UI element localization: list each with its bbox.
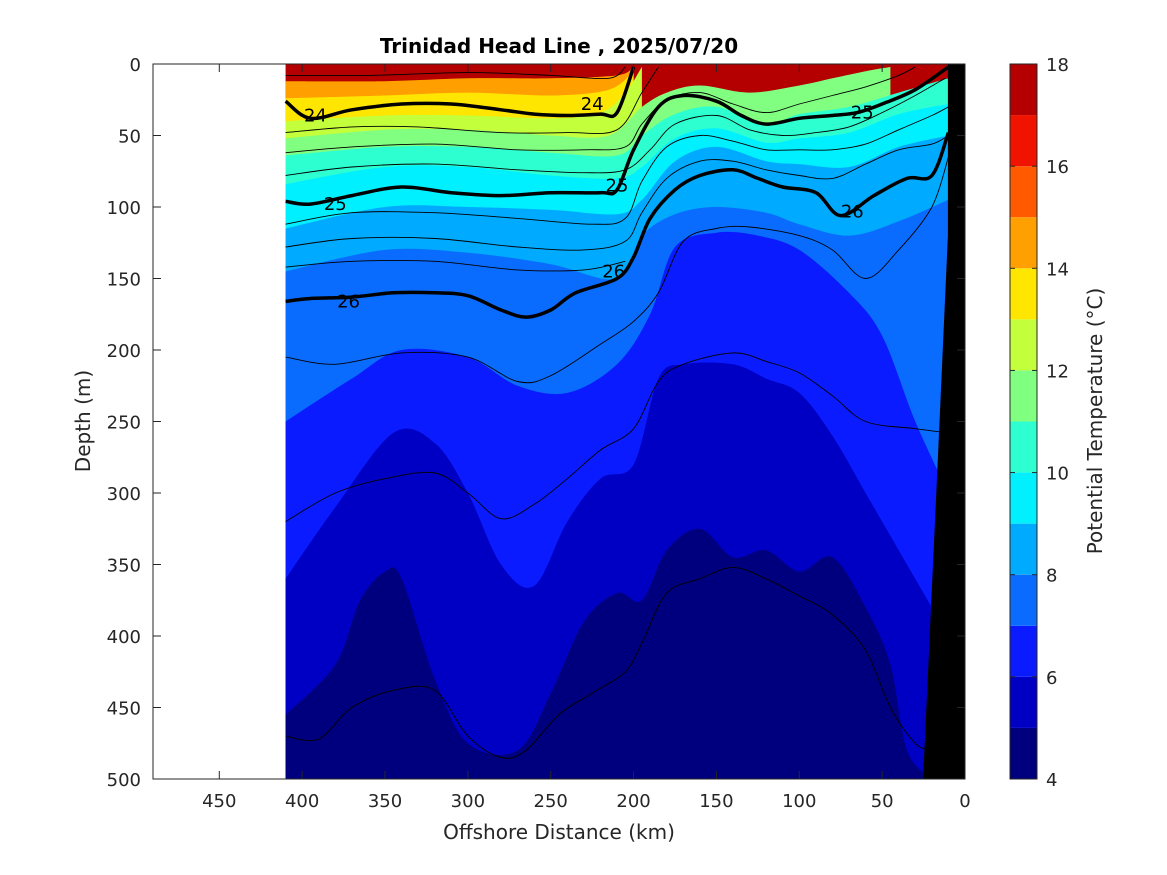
thin-contour-0 xyxy=(285,156,949,384)
contour-label-3: 25 xyxy=(606,176,629,197)
x-axis-label: Offshore Distance (km) xyxy=(443,820,675,844)
y-tick-label: 200 xyxy=(107,341,141,362)
contour-label-text: 25 xyxy=(606,176,629,197)
x-tick-label: 100 xyxy=(782,791,816,812)
y-axis: 0 50 100 150 200 250 300 350 400 450 500 xyxy=(107,55,965,791)
colorbar-segment xyxy=(1010,166,1037,218)
bathymetry-mask xyxy=(923,64,965,779)
colorbar-segment xyxy=(1010,319,1037,371)
colorbar-tick-label: 6 xyxy=(1046,668,1057,689)
y-tick-label: 400 xyxy=(107,627,141,648)
colorbar-tick-label: 14 xyxy=(1046,259,1069,280)
contour-label-text: 24 xyxy=(581,94,604,115)
contour-label-text: 25 xyxy=(324,194,347,215)
contour-label-text: 26 xyxy=(841,201,864,222)
contour-label-text: 25 xyxy=(851,103,874,124)
contour-label-2: 25 xyxy=(324,194,347,215)
x-tick-label: 450 xyxy=(202,791,236,812)
y-tick-label: 50 xyxy=(118,127,141,148)
contour-label-text: 26 xyxy=(337,291,360,312)
density-contour-26 xyxy=(285,131,951,319)
colorbar: 4 6 8 10 12 14 16 18 xyxy=(1009,55,1069,791)
x-axis: 450 400 350 300 250 200 150 100 50 0 xyxy=(202,64,971,812)
x-tick-label: 300 xyxy=(451,791,485,812)
thin-contour-2 xyxy=(285,566,933,759)
bathymetry-shape xyxy=(923,64,965,779)
density-contour-24 xyxy=(284,66,636,121)
temperature-band-below-5 xyxy=(285,528,932,779)
y-tick-label: 150 xyxy=(107,270,141,291)
thin-contour-7 xyxy=(285,106,949,225)
thin-contour-9 xyxy=(285,259,626,272)
thin-contour-8 xyxy=(285,135,949,251)
y-tick-label: 100 xyxy=(107,198,141,219)
thin-contour-4 xyxy=(285,66,659,135)
colorbar-segment xyxy=(1010,574,1037,626)
colorbar-segment xyxy=(1010,268,1037,320)
contour-label-4: 25 xyxy=(851,103,874,124)
contour-label-text: 24 xyxy=(304,105,327,126)
x-tick-label: 400 xyxy=(285,791,319,812)
colorbar-segment xyxy=(1010,421,1037,473)
colorbar-tick-label: 18 xyxy=(1046,55,1069,76)
colorbar-label: Potential Temperature (°C) xyxy=(1083,288,1107,555)
colorbar-frame xyxy=(1009,63,1038,780)
colorbar-segment xyxy=(1010,64,1037,116)
density-labeled-contours xyxy=(284,65,951,319)
x-tick-label: 350 xyxy=(368,791,402,812)
colorbar-segment xyxy=(1010,472,1037,524)
colorbar-segment xyxy=(1010,370,1037,422)
density-contour-labels: 24 24 25 25 25 26 26 26 xyxy=(304,94,874,312)
thin-contour-1 xyxy=(285,352,949,522)
colorbar-tick-label: 12 xyxy=(1046,361,1069,382)
temperature-filled-contours xyxy=(285,64,949,779)
y-tick-label: 500 xyxy=(107,770,141,791)
x-tick-label: 250 xyxy=(534,791,568,812)
x-tick-label: 50 xyxy=(871,791,894,812)
colorbar-tick-label: 16 xyxy=(1046,157,1069,178)
y-axis-label: Depth (m) xyxy=(71,370,95,472)
contour-label-text: 26 xyxy=(602,261,625,282)
x-tick-label: 200 xyxy=(616,791,650,812)
contour-label-0: 24 xyxy=(304,105,327,126)
colorbar-tick-label: 10 xyxy=(1046,464,1069,485)
colorbar-segment xyxy=(1010,676,1037,728)
contour-label-5: 26 xyxy=(337,291,360,312)
y-tick-label: 0 xyxy=(130,55,141,76)
colorbar-segment xyxy=(1010,115,1037,167)
x-tick-label: 150 xyxy=(699,791,733,812)
colorbar-segment xyxy=(1010,727,1037,779)
density-contour-25 xyxy=(285,65,950,207)
contour-label-7: 26 xyxy=(841,201,864,222)
y-tick-label: 300 xyxy=(107,484,141,505)
colorbar-tick-label: 4 xyxy=(1046,770,1057,791)
contour-label-1: 24 xyxy=(581,94,604,115)
colorbar-segment xyxy=(1010,217,1037,269)
thin-contour-3 xyxy=(285,66,626,80)
colorbar-segment xyxy=(1010,625,1037,677)
contour-label-6: 26 xyxy=(602,261,625,282)
colorbar-tick-label: 8 xyxy=(1046,566,1057,587)
x-tick-label: 0 xyxy=(959,791,970,812)
y-tick-label: 350 xyxy=(107,556,141,577)
chart-title: Trinidad Head Line , 2025/07/20 xyxy=(380,34,738,58)
y-tick-label: 250 xyxy=(107,413,141,434)
colorbar-segment xyxy=(1010,523,1037,575)
thin-contour-6 xyxy=(285,77,946,176)
y-tick-label: 450 xyxy=(107,699,141,720)
